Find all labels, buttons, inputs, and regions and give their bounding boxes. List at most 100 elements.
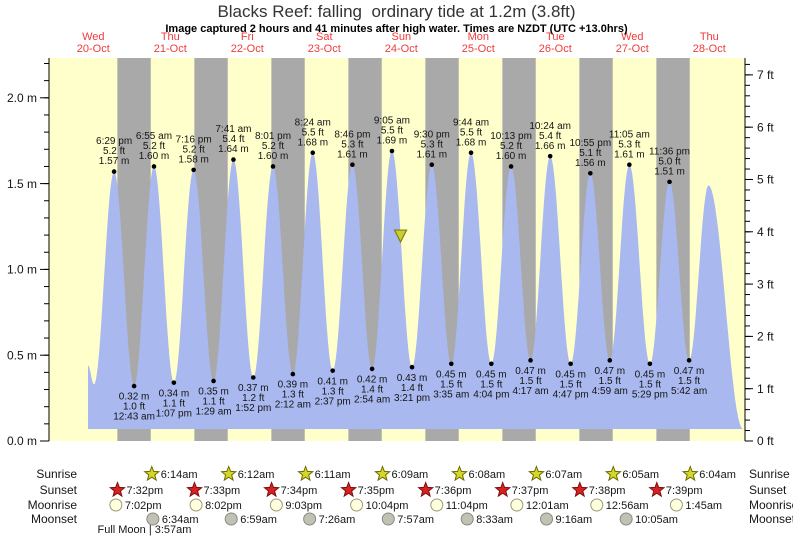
sunset-star-icon [263, 481, 281, 498]
meter-tick-label: 1.0 m [7, 263, 37, 277]
low-tide-dot [686, 358, 692, 363]
moonrise-row-label-right: Moonrise [749, 498, 793, 512]
high-tide-label-line: 5.2 ft [143, 141, 165, 152]
high-tide-label-line: 1.58 m [178, 155, 209, 166]
low-tide-label-line: 3:35 am [433, 389, 469, 400]
feet-tick-label: 1 ft [757, 382, 774, 396]
sunset-star-icon [417, 481, 435, 498]
page-title: Blacks Reef: falling ordinary tide at 1.… [217, 2, 576, 21]
high-tide-label-line: 10:24 am [529, 121, 571, 132]
low-tide-dot [647, 361, 653, 367]
meter-tick-label: 0.5 m [7, 348, 37, 362]
moonset-row-label-left: Moonset [31, 512, 78, 526]
sunrise-time: 6:12am [238, 469, 275, 481]
high-tide-dot [588, 171, 593, 176]
low-tide-label-line: 1.1 ft [202, 397, 224, 408]
low-tide-dot [330, 368, 335, 373]
high-tide-label-line: 1.68 m [456, 137, 487, 148]
day-name-label: Thu [161, 31, 180, 43]
high-tide-label-line: 1.66 m [535, 141, 566, 152]
day-date-label: 27-Oct [616, 43, 649, 55]
high-tide-label-line: 9:44 am [453, 117, 489, 128]
meter-tick-label: 0.0 m [7, 434, 37, 448]
sunrise-time: 6:05am [622, 469, 659, 481]
low-tide-dot [409, 364, 415, 370]
high-tide-dot [270, 164, 276, 169]
low-tide-label-line: 1.5 ft [639, 379, 661, 390]
sunset-time: 7:35pm [358, 485, 395, 497]
high-tide-label-line: 5.4 ft [539, 131, 561, 142]
feet-tick-label: 3 ft [757, 277, 774, 291]
high-tide-label-line: 1.60 m [258, 151, 289, 162]
high-tide-label-line: 8:01 pm [255, 131, 291, 142]
moonrise-icon [189, 498, 203, 512]
high-tide-dot [468, 150, 474, 156]
sunset-time: 7:38pm [589, 485, 626, 497]
low-tide-label-line: 0.35 m [198, 387, 229, 398]
day-name-label: Thu [700, 31, 719, 43]
day-name-label: Sun [392, 31, 412, 43]
sunrise-time: 6:08am [468, 469, 505, 481]
high-tide-dot [547, 153, 553, 159]
low-tide-dot [171, 380, 177, 385]
moonrise-time: 1:45am [685, 500, 722, 512]
feet-tick-label: 2 ft [757, 330, 774, 344]
high-tide-label-line: 1.69 m [377, 136, 408, 147]
sunrise-row-label-left: Sunrise [36, 467, 77, 481]
low-tide-label-line: 1:52 pm [235, 403, 271, 414]
day-name-label: Mon [468, 31, 489, 43]
day-date-label: 28-Oct [693, 43, 726, 55]
high-tide-dot [191, 167, 196, 173]
high-tide-label-line: 10:13 pm [490, 131, 532, 142]
high-tide-label-line: 1.61 m [416, 149, 447, 160]
moonrise-time: 8:02pm [205, 500, 242, 512]
low-tide-label-line: 1.3 ft [322, 386, 344, 397]
low-tide-label-line: 2:37 pm [315, 396, 351, 407]
sunset-time: 7:39pm [666, 485, 703, 497]
low-tide-label-line: 5:42 am [671, 386, 707, 397]
sunset-row-label-right: Sunset [749, 483, 787, 497]
high-tide-label-line: 5.5 ft [460, 127, 482, 138]
moonset-icon [381, 512, 395, 526]
sunset-star-icon [494, 481, 512, 498]
sunrise-star-icon [450, 465, 468, 482]
low-tide-dot [607, 358, 613, 363]
low-tide-label-line: 4:04 pm [473, 389, 509, 400]
low-tide-label-line: 1.5 ft [560, 379, 582, 390]
day-name-label: Wed [82, 31, 104, 43]
sunrise-time: 6:14am [161, 469, 198, 481]
low-tide-dot [290, 371, 296, 377]
low-tide-label-line: 1.3 ft [282, 390, 304, 401]
sunrise-time: 6:11am [315, 469, 351, 481]
high-tide-label-line: 10:55 pm [569, 138, 611, 149]
capture-note: Image captured 2 hours and 41 minutes af… [165, 23, 628, 35]
high-tide-dot [350, 162, 355, 168]
moonrise-time: 7:02pm [125, 500, 162, 512]
low-tide-label-line: 0.41 m [317, 376, 348, 387]
moonset-time: 7:57am [397, 514, 434, 526]
moonrise-row: Moonrise Moonrise 7:02pm 8:02pm 9:03pm 10:04p… [28, 498, 793, 512]
high-tide-label-line: 5.3 ft [618, 139, 640, 150]
feet-tick-label: 6 ft [757, 120, 774, 134]
moonrise-time: 11:04pm [446, 500, 488, 512]
feet-axis: 0 ft 1 ft 2 ft 3 ft 4 ft 5 ft 6 ft 7 ft [745, 63, 774, 448]
low-tide-label-line: 2:12 am [275, 400, 311, 411]
moonrise-icon [350, 498, 364, 512]
moonset-row: Moonset Moonset 6:34am 6:59am 7:26am 7:57am 8:… [31, 512, 793, 526]
high-tide-label-line: 7:16 pm [176, 135, 212, 146]
feet-tick-label: 5 ft [757, 173, 774, 187]
low-tide-label-line: 1.5 ft [678, 376, 700, 387]
high-tide-label-line: 5.0 ft [658, 157, 680, 168]
sunset-time: 7:32pm [126, 485, 163, 497]
high-tide-label-line: 1.51 m [654, 167, 685, 178]
high-tide-label-line: 7:41 am [215, 124, 251, 135]
low-tide-label-line: 0.47 m [594, 366, 625, 377]
sunrise-row: Sunrise Sunrise 6:14am 6:12am 6:11am 6:09am 6:… [36, 465, 790, 482]
high-tide-label-line: 5.2 ft [262, 141, 284, 152]
low-tide-label-line: 0.32 m [119, 392, 150, 403]
sunrise-time: 6:09am [392, 469, 429, 481]
low-tide-label-line: 1.0 ft [123, 402, 145, 413]
sunrise-star-icon [681, 465, 699, 482]
low-tide-label-line: 1.4 ft [401, 383, 423, 394]
